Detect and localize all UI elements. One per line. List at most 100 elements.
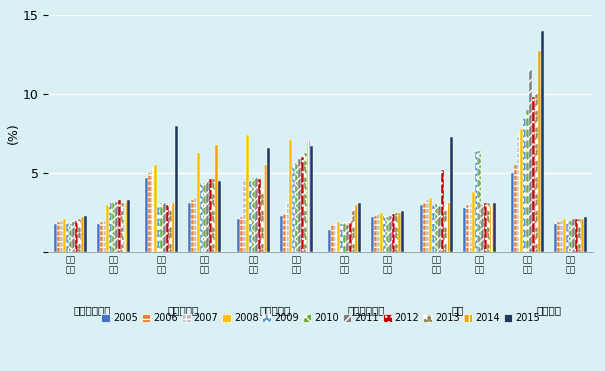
- Bar: [353, 208, 355, 252]
- Bar: [255, 178, 258, 252]
- Bar: [438, 206, 440, 252]
- Bar: [390, 216, 392, 252]
- Bar: [329, 230, 331, 252]
- Bar: [335, 224, 337, 252]
- Bar: [399, 213, 401, 252]
- Bar: [441, 170, 443, 252]
- Bar: [511, 173, 514, 252]
- Bar: [124, 201, 127, 252]
- Bar: [381, 213, 383, 252]
- Bar: [243, 180, 246, 252]
- Bar: [529, 70, 532, 252]
- Bar: [432, 205, 434, 252]
- Bar: [490, 205, 492, 252]
- Bar: [157, 205, 160, 252]
- Bar: [121, 203, 124, 252]
- Bar: [160, 203, 163, 252]
- Bar: [332, 225, 334, 252]
- Bar: [581, 219, 584, 252]
- Bar: [218, 181, 221, 252]
- Legend: 2005, 2006, 2007, 2008, 2009, 2010, 2011, 2012, 2013, 2014, 2015: 2005, 2006, 2007, 2008, 2009, 2010, 2011…: [97, 309, 544, 327]
- Bar: [560, 221, 563, 252]
- Bar: [286, 201, 289, 252]
- Bar: [520, 129, 523, 252]
- Bar: [240, 217, 243, 252]
- Bar: [541, 31, 544, 252]
- Bar: [298, 159, 301, 252]
- Bar: [267, 148, 270, 252]
- Bar: [212, 180, 215, 252]
- Bar: [487, 203, 489, 252]
- Bar: [423, 201, 425, 252]
- Bar: [472, 192, 474, 252]
- Bar: [72, 222, 75, 252]
- Bar: [84, 216, 87, 252]
- Bar: [341, 224, 343, 252]
- Bar: [569, 221, 572, 252]
- Bar: [118, 200, 121, 252]
- Bar: [307, 141, 310, 252]
- Bar: [447, 203, 450, 252]
- Bar: [478, 151, 480, 252]
- Bar: [493, 203, 495, 252]
- Bar: [209, 180, 212, 252]
- Bar: [310, 146, 313, 252]
- Bar: [283, 213, 286, 252]
- Bar: [197, 152, 200, 252]
- Bar: [163, 203, 166, 252]
- Bar: [378, 214, 380, 252]
- Bar: [264, 165, 267, 252]
- Bar: [444, 205, 446, 252]
- Bar: [115, 201, 118, 252]
- Bar: [420, 205, 422, 252]
- Bar: [295, 162, 298, 252]
- Bar: [54, 224, 57, 252]
- Bar: [347, 225, 349, 252]
- Bar: [246, 135, 249, 252]
- Bar: [127, 200, 130, 252]
- Bar: [429, 198, 431, 252]
- Bar: [338, 222, 340, 252]
- Bar: [393, 214, 395, 252]
- Bar: [469, 203, 472, 252]
- Bar: [206, 181, 209, 252]
- Bar: [435, 203, 437, 252]
- Bar: [280, 216, 283, 252]
- Bar: [215, 145, 218, 252]
- Bar: [481, 205, 483, 252]
- Bar: [148, 173, 151, 252]
- Text: マレーシア: マレーシア: [168, 305, 199, 315]
- Bar: [154, 165, 157, 252]
- Bar: [538, 51, 541, 252]
- Bar: [517, 135, 520, 252]
- Bar: [384, 216, 386, 252]
- Bar: [175, 126, 178, 252]
- Bar: [426, 200, 428, 252]
- Bar: [69, 224, 72, 252]
- Text: タイ: タイ: [451, 305, 464, 315]
- Y-axis label: (%): (%): [7, 123, 20, 144]
- Bar: [258, 180, 261, 252]
- Bar: [532, 97, 535, 252]
- Bar: [292, 165, 295, 252]
- Text: シンガポール: シンガポール: [348, 305, 385, 315]
- Bar: [151, 167, 154, 252]
- Bar: [66, 222, 69, 252]
- Bar: [526, 110, 529, 252]
- Bar: [57, 222, 60, 252]
- Bar: [566, 221, 569, 252]
- Bar: [249, 181, 252, 252]
- Bar: [252, 178, 255, 252]
- Bar: [358, 203, 361, 252]
- Bar: [194, 197, 197, 252]
- Bar: [563, 219, 566, 252]
- Bar: [60, 221, 63, 252]
- Bar: [261, 189, 264, 252]
- Bar: [475, 151, 477, 252]
- Bar: [103, 221, 106, 252]
- Bar: [63, 219, 66, 252]
- Text: インドネシア: インドネシア: [73, 305, 111, 315]
- Bar: [304, 152, 307, 252]
- Bar: [554, 224, 557, 252]
- Bar: [145, 178, 148, 252]
